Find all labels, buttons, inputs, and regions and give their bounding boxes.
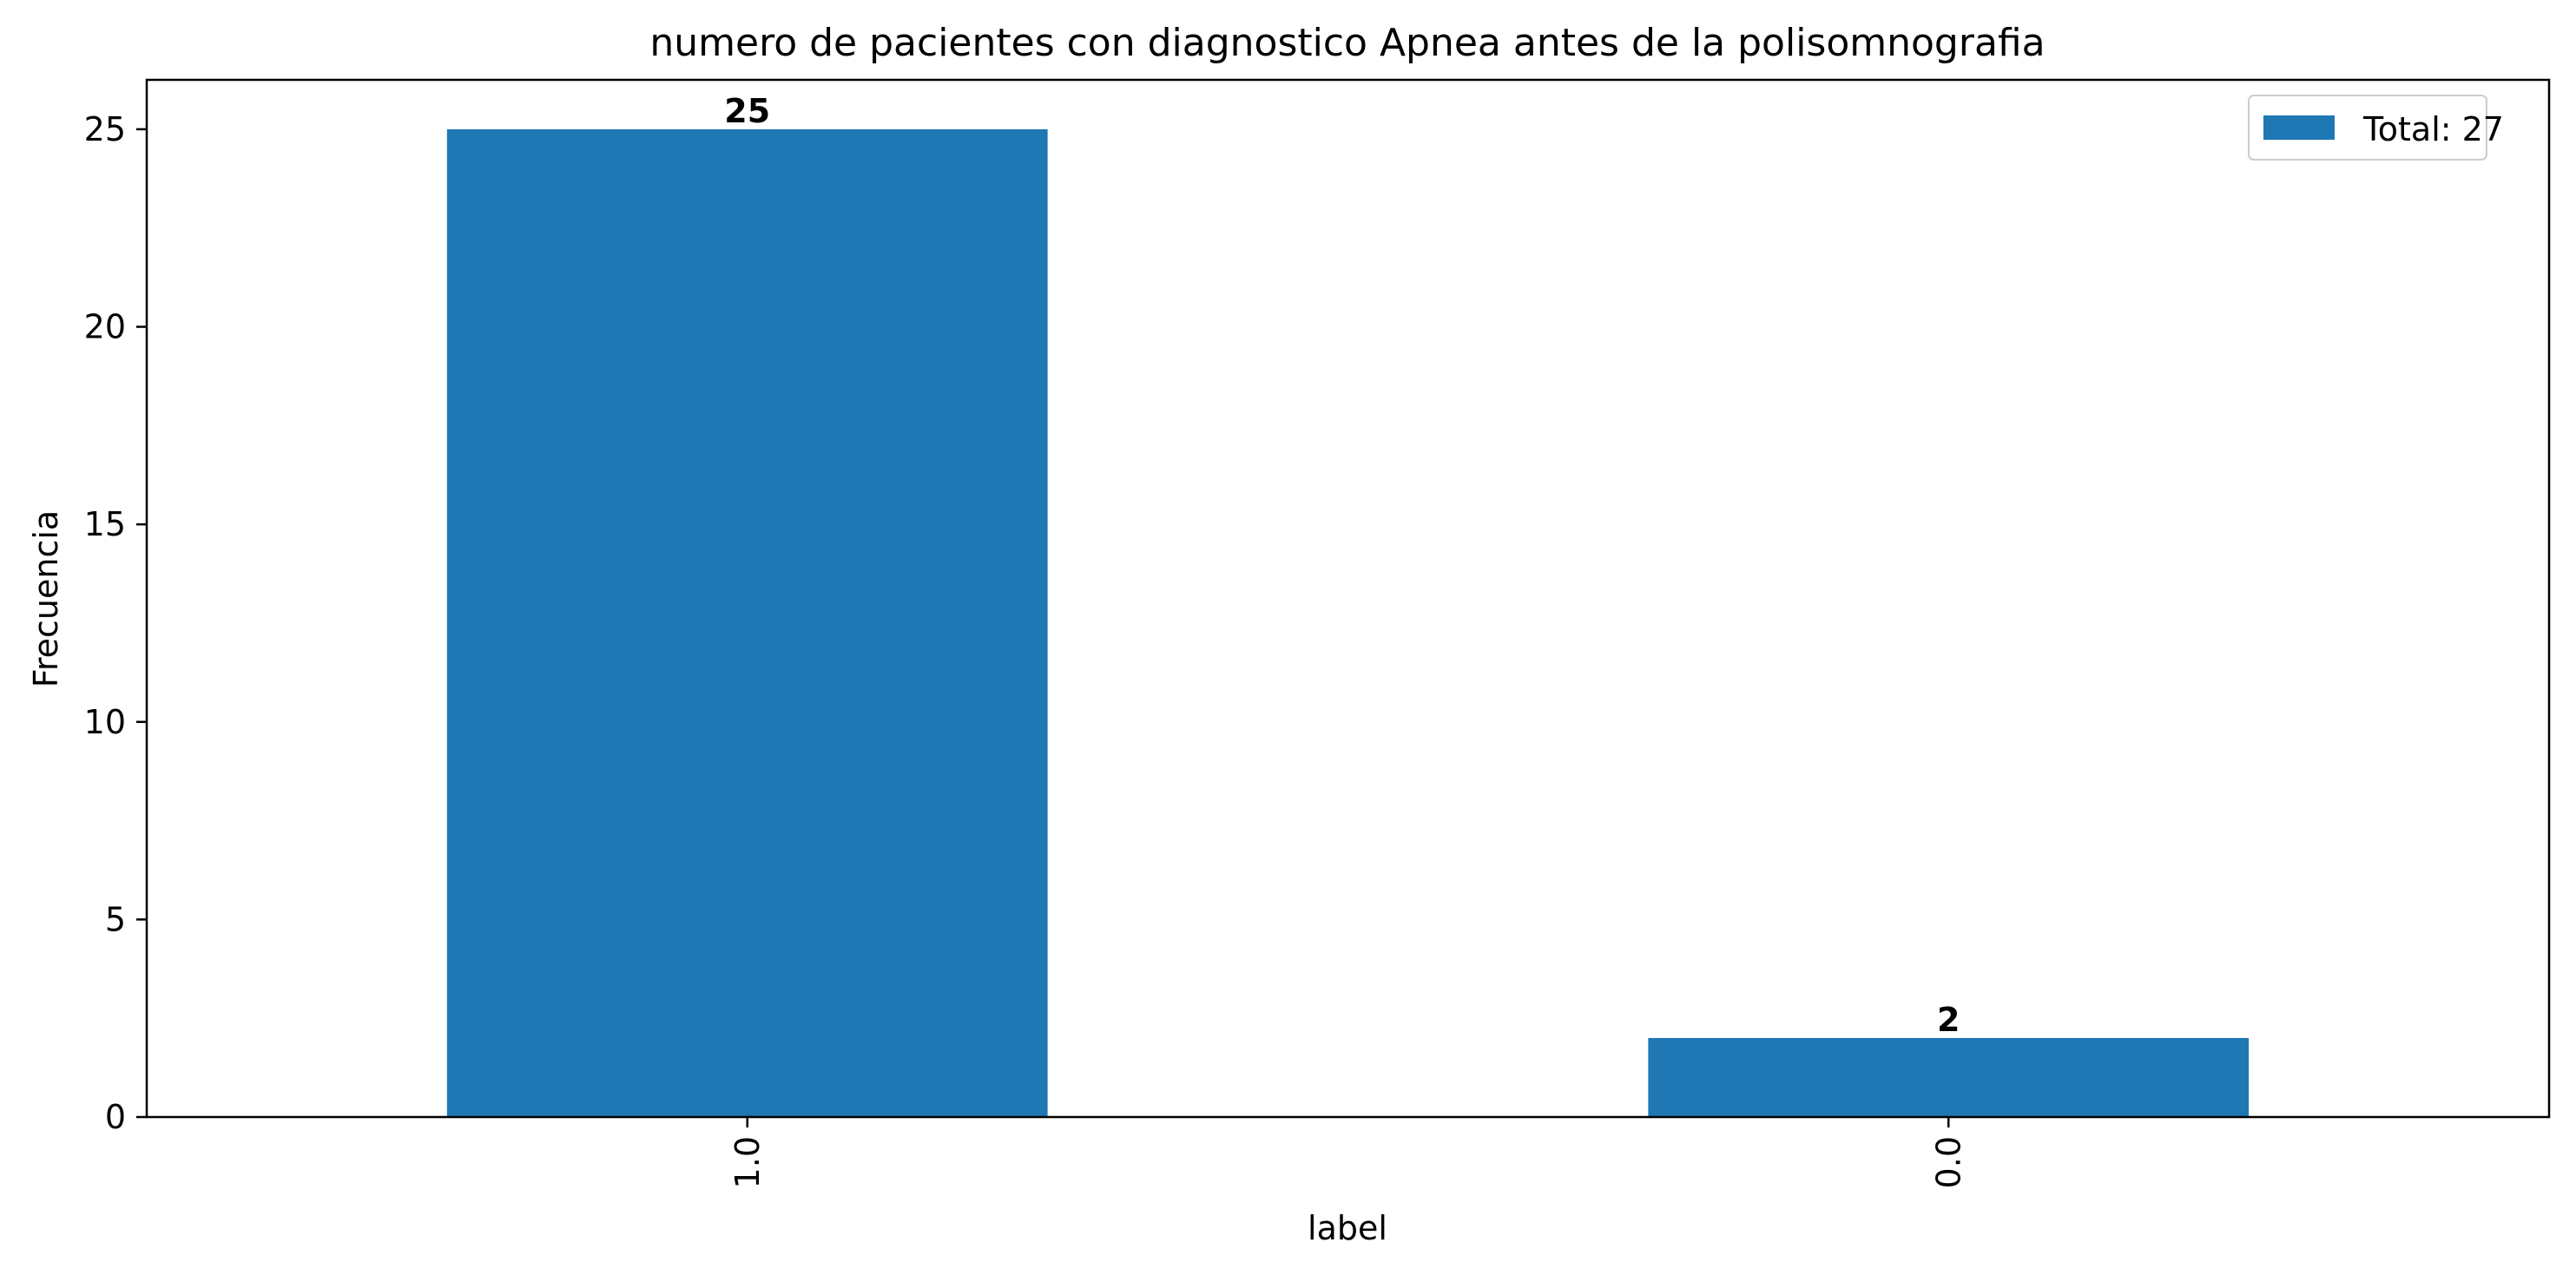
bars-group [446,128,2250,1117]
x-axis-ticks: 1.0 0.0 [728,1117,1967,1188]
data-label-1.0: 25 [724,92,770,130]
legend-frame [2248,95,2487,161]
x-tick-label-1.0: 1.0 [728,1136,767,1188]
bar-0.0 [1648,1037,2250,1117]
legend-swatch [2263,115,2335,140]
x-axis-label: label [1308,1209,1387,1247]
y-tick-label-10: 10 [84,703,126,741]
data-label-0.0: 2 [1937,1001,1960,1039]
x-tick-label-0.0: 0.0 [1929,1136,1967,1188]
y-tick-label-15: 15 [84,505,126,543]
y-tick-label-5: 5 [105,900,126,938]
legend-entry-label: Total: 27 [2362,110,2504,148]
data-labels-group: 25 2 [724,92,1960,1039]
y-tick-label-20: 20 [84,308,126,346]
chart-title: numero de pacientes con diagnostico Apne… [649,21,2045,65]
y-axis-label: Frecuencia [27,510,65,687]
legend: Total: 27 [2248,95,2504,161]
y-tick-label-25: 25 [84,110,126,148]
y-axis-ticks: 0 5 10 15 20 25 [84,110,147,1136]
y-tick-label-0: 0 [105,1098,126,1136]
plot-area-frame [145,78,2551,1119]
bar-1.0 [446,128,1048,1117]
